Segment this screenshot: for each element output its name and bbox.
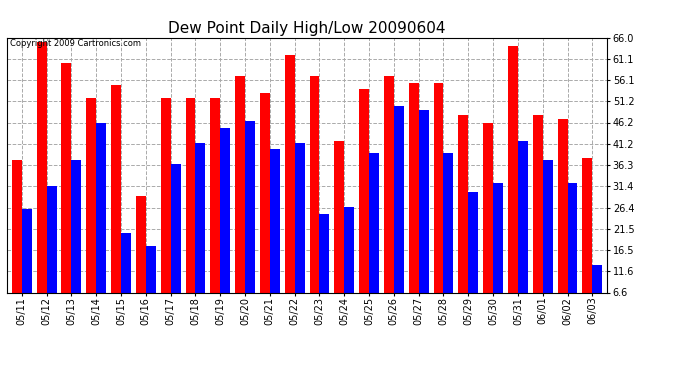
Bar xyxy=(543,160,553,292)
Bar xyxy=(344,207,354,292)
Bar xyxy=(210,98,220,292)
Title: Dew Point Daily High/Low 20090604: Dew Point Daily High/Low 20090604 xyxy=(168,21,446,36)
Bar xyxy=(22,209,32,292)
Bar xyxy=(37,42,47,292)
Bar xyxy=(220,128,230,292)
Bar xyxy=(161,98,170,292)
Bar xyxy=(384,76,394,292)
Bar xyxy=(369,153,379,292)
Bar xyxy=(335,141,344,292)
Bar xyxy=(533,115,543,292)
Bar xyxy=(558,119,567,292)
Bar xyxy=(285,55,295,292)
Bar xyxy=(359,89,369,292)
Bar xyxy=(270,149,279,292)
Bar xyxy=(47,186,57,292)
Bar xyxy=(186,98,195,292)
Bar xyxy=(96,123,106,292)
Bar xyxy=(408,82,419,292)
Bar xyxy=(295,142,304,292)
Bar xyxy=(136,196,146,292)
Bar xyxy=(235,76,245,292)
Bar xyxy=(245,121,255,292)
Bar xyxy=(483,123,493,292)
Text: Copyright 2009 Cartronics.com: Copyright 2009 Cartronics.com xyxy=(10,39,141,48)
Bar xyxy=(394,106,404,292)
Bar xyxy=(12,160,22,292)
Bar xyxy=(493,183,503,292)
Bar xyxy=(592,265,602,292)
Bar xyxy=(458,115,469,292)
Bar xyxy=(582,158,592,292)
Bar xyxy=(419,111,428,292)
Bar xyxy=(260,93,270,292)
Bar xyxy=(469,192,478,292)
Bar xyxy=(518,141,528,292)
Bar xyxy=(146,246,156,292)
Bar xyxy=(310,76,319,292)
Bar xyxy=(319,213,329,292)
Bar xyxy=(121,233,131,292)
Bar xyxy=(170,164,181,292)
Bar xyxy=(71,160,81,292)
Bar xyxy=(61,63,71,292)
Bar xyxy=(195,142,206,292)
Bar xyxy=(567,183,578,292)
Bar xyxy=(86,98,96,292)
Bar xyxy=(111,85,121,292)
Bar xyxy=(433,82,444,292)
Bar xyxy=(444,153,453,292)
Bar xyxy=(508,46,518,292)
